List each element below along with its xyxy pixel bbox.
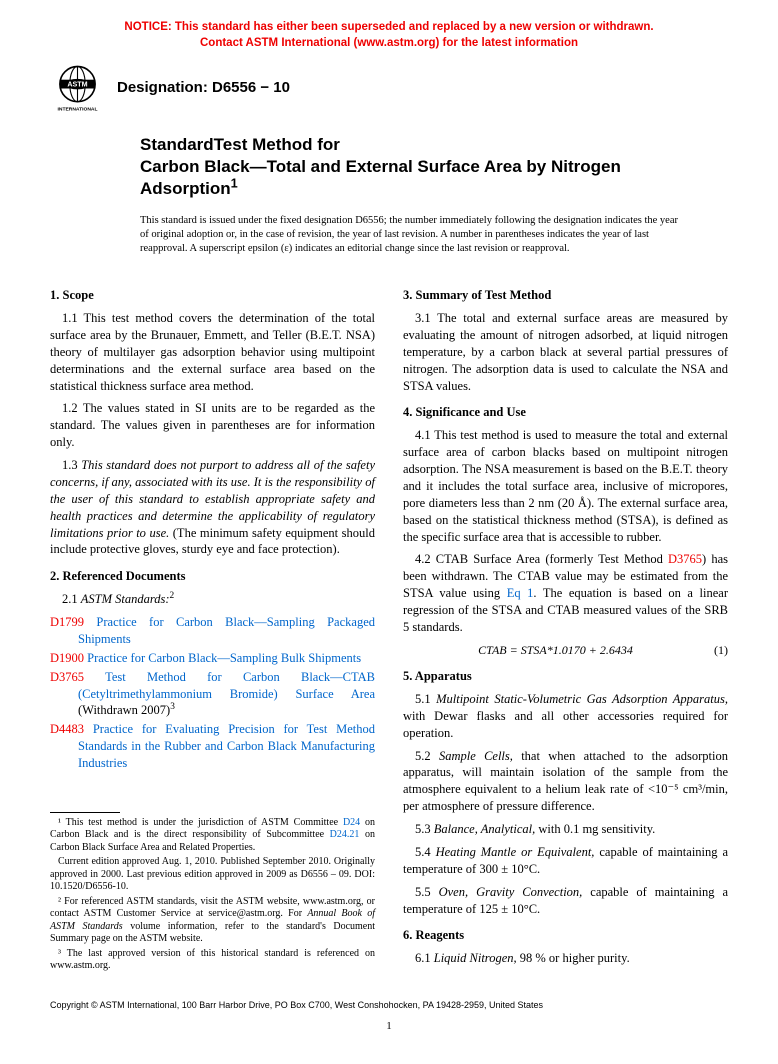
para-3-1: 3.1 The total and external surface areas… (403, 310, 728, 394)
reference-title[interactable]: Test Method for Carbon Black—CTAB (Cetyl… (78, 670, 375, 701)
p42-a: 4.2 CTAB Surface Area (formerly Test Met… (415, 552, 668, 566)
equation-1: CTAB = STSA*1.0170 + 2.6434 (403, 642, 708, 658)
para-5-5: 5.5 Oven, Gravity Convection, capable of… (403, 884, 728, 918)
notice-line-2: Contact ASTM International (www.astm.org… (50, 36, 728, 52)
para-6-1: 6.1 Liquid Nitrogen, 98 % or higher puri… (403, 950, 728, 967)
footnote-separator (50, 812, 120, 813)
reference-sup: 3 (170, 702, 175, 712)
para-2-1-sup: 2 (170, 591, 175, 601)
p61t: 98 % or higher purity. (517, 951, 630, 965)
title-line-2: Carbon Black—Total and External Surface … (140, 156, 708, 200)
p51i: Multipoint Static-Volumetric Gas Adsorpt… (436, 692, 728, 706)
reference-suffix: (Withdrawn 2007) (78, 703, 170, 717)
p53t: with 0.1 mg sensitivity. (535, 822, 655, 836)
astm-logo-icon: ASTM INTERNATIONAL (50, 61, 105, 116)
p52n: 5.2 (415, 749, 439, 763)
para-5-1: 5.1 Multipoint Static-Volumetric Gas Ads… (403, 691, 728, 742)
section-3-head: 3. Summary of Test Method (403, 287, 728, 304)
footnote-2: ² For referenced ASTM standards, visit t… (50, 896, 375, 946)
para-2-1-num: 2.1 (62, 592, 81, 606)
para-1-2: 1.2 The values stated in SI units are to… (50, 400, 375, 451)
designation: Designation: D6556 − 10 (117, 78, 290, 98)
reference-item: D1900 Practice for Carbon Black—Sampling… (50, 650, 375, 667)
footnote-1-cont: Current edition approved Aug. 1, 2010. P… (50, 856, 375, 894)
equation-1-num: (1) (708, 642, 728, 658)
reference-item: D4483 Practice for Evaluating Precision … (50, 721, 375, 772)
reference-title[interactable]: Practice for Carbon Black—Sampling Bulk … (87, 651, 361, 665)
reference-item: D3765 Test Method for Carbon Black—CTAB … (50, 669, 375, 720)
p42-ref[interactable]: D3765 (668, 552, 702, 566)
two-column-body: 1. Scope 1.1 This test method covers the… (50, 277, 728, 975)
para-1-1: 1.1 This test method covers the determin… (50, 310, 375, 394)
p51n: 5.1 (415, 692, 436, 706)
para-4-1: 4.1 This test method is used to measure … (403, 427, 728, 545)
title-block: StandardTest Method for Carbon Black—Tot… (140, 134, 708, 200)
para-5-3: 5.3 Balance, Analytical, with 0.1 mg sen… (403, 821, 728, 838)
reference-code[interactable]: D1799 (50, 615, 96, 629)
right-column: 3. Summary of Test Method 3.1 The total … (403, 277, 728, 975)
p61i: Liquid Nitrogen, (434, 951, 517, 965)
copyright-line: Copyright © ASTM International, 100 Barr… (50, 999, 728, 1011)
p54i: Heating Mantle or Equivalent, (436, 845, 595, 859)
section-1-head: 1. Scope (50, 287, 375, 304)
svg-text:ASTM: ASTM (67, 80, 87, 88)
p42-eqlink[interactable]: Eq 1 (507, 586, 534, 600)
header-row: ASTM INTERNATIONAL Designation: D6556 − … (50, 61, 728, 116)
p51t: with Dewar flasks and all other accessor… (403, 709, 728, 740)
section-4-head: 4. Significance and Use (403, 404, 728, 421)
footnote-3: ³ The last approved version of this hist… (50, 948, 375, 973)
para-5-4: 5.4 Heating Mantle or Equivalent, capabl… (403, 844, 728, 878)
svg-text:INTERNATIONAL: INTERNATIONAL (58, 107, 98, 113)
p53n: 5.3 (415, 822, 434, 836)
para-4-2: 4.2 CTAB Surface Area (formerly Test Met… (403, 551, 728, 635)
fn1-a: ¹ This test method is under the jurisdic… (58, 817, 343, 828)
p61n: 6.1 (415, 951, 434, 965)
notice-line-1: NOTICE: This standard has either been su… (50, 20, 728, 36)
section-2-head: 2. Referenced Documents (50, 568, 375, 585)
title-line-1: StandardTest Method for (140, 134, 708, 156)
left-column: 1. Scope 1.1 This test method covers the… (50, 277, 375, 975)
equation-1-row: CTAB = STSA*1.0170 + 2.6434 (1) (403, 642, 728, 658)
reference-title[interactable]: Practice for Evaluating Precision for Te… (78, 722, 375, 770)
reference-code[interactable]: D4483 (50, 722, 93, 736)
supersede-notice: NOTICE: This standard has either been su… (50, 20, 728, 51)
para-1-3-num: 1.3 (62, 458, 81, 472)
fixed-designation-note: This standard is issued under the fixed … (140, 214, 688, 255)
footnote-1: ¹ This test method is under the jurisdic… (50, 817, 375, 855)
p54n: 5.4 (415, 845, 436, 859)
p53i: Balance, Analytical, (434, 822, 535, 836)
section-6-head: 6. Reagents (403, 927, 728, 944)
fn1-link1[interactable]: D24 (343, 817, 360, 828)
para-2-1-label: ASTM Standards: (81, 592, 170, 606)
p55n: 5.5 (415, 885, 439, 899)
fn1-link2[interactable]: D24.21 (330, 829, 360, 840)
reference-code[interactable]: D1900 (50, 651, 87, 665)
title-text: Carbon Black—Total and External Surface … (140, 157, 621, 198)
p52i: Sample Cells, (439, 749, 513, 763)
fn2-text: ² For referenced ASTM standards, visit t… (50, 896, 375, 945)
reference-title[interactable]: Practice for Carbon Black—Sampling Packa… (78, 615, 375, 646)
reference-code[interactable]: D3765 (50, 670, 105, 684)
para-1-3: 1.3 This standard does not purport to ad… (50, 457, 375, 558)
reference-item: D1799 Practice for Carbon Black—Sampling… (50, 614, 375, 648)
page-number: 1 (50, 1019, 728, 1034)
designation-text: Designation: D6556 − 10 (117, 78, 290, 98)
p55i: Oven, Gravity Convection, (439, 885, 583, 899)
section-5-head: 5. Apparatus (403, 668, 728, 685)
para-5-2: 5.2 Sample Cells, that when attached to … (403, 748, 728, 816)
title-sup: 1 (231, 176, 238, 191)
para-2-1: 2.1 ASTM Standards:2 (50, 591, 375, 608)
